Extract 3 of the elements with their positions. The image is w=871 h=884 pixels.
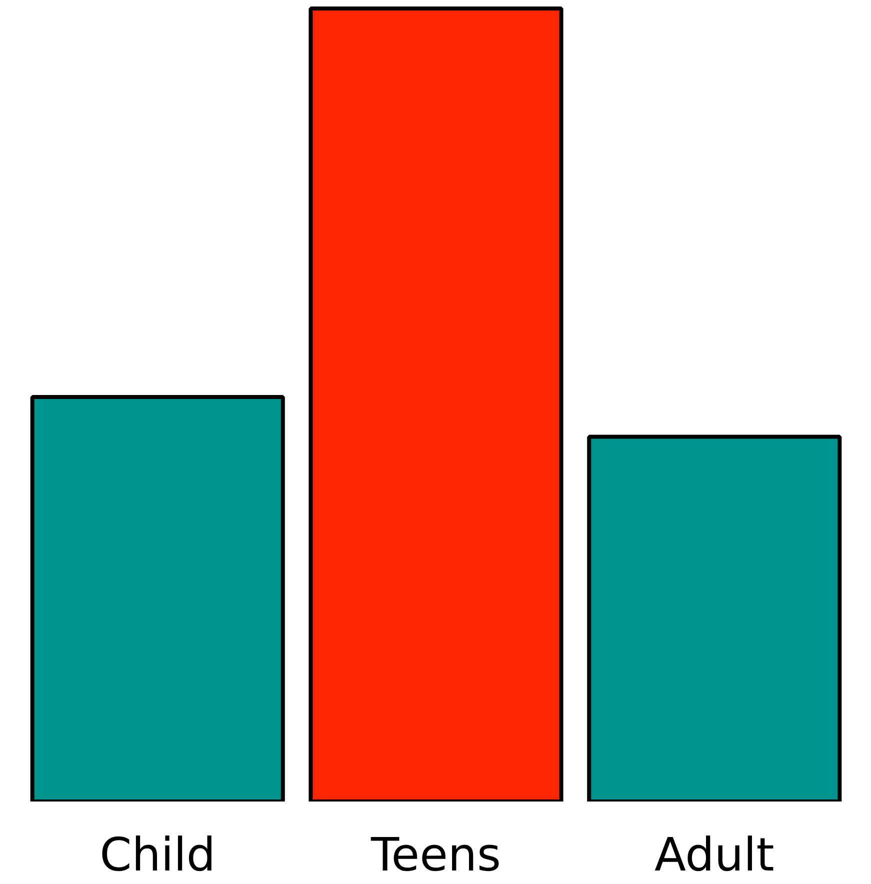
x-tick-label: Child: [100, 828, 216, 882]
x-tick-label: Adult: [654, 828, 774, 882]
x-tick-label: Teens: [370, 828, 502, 882]
